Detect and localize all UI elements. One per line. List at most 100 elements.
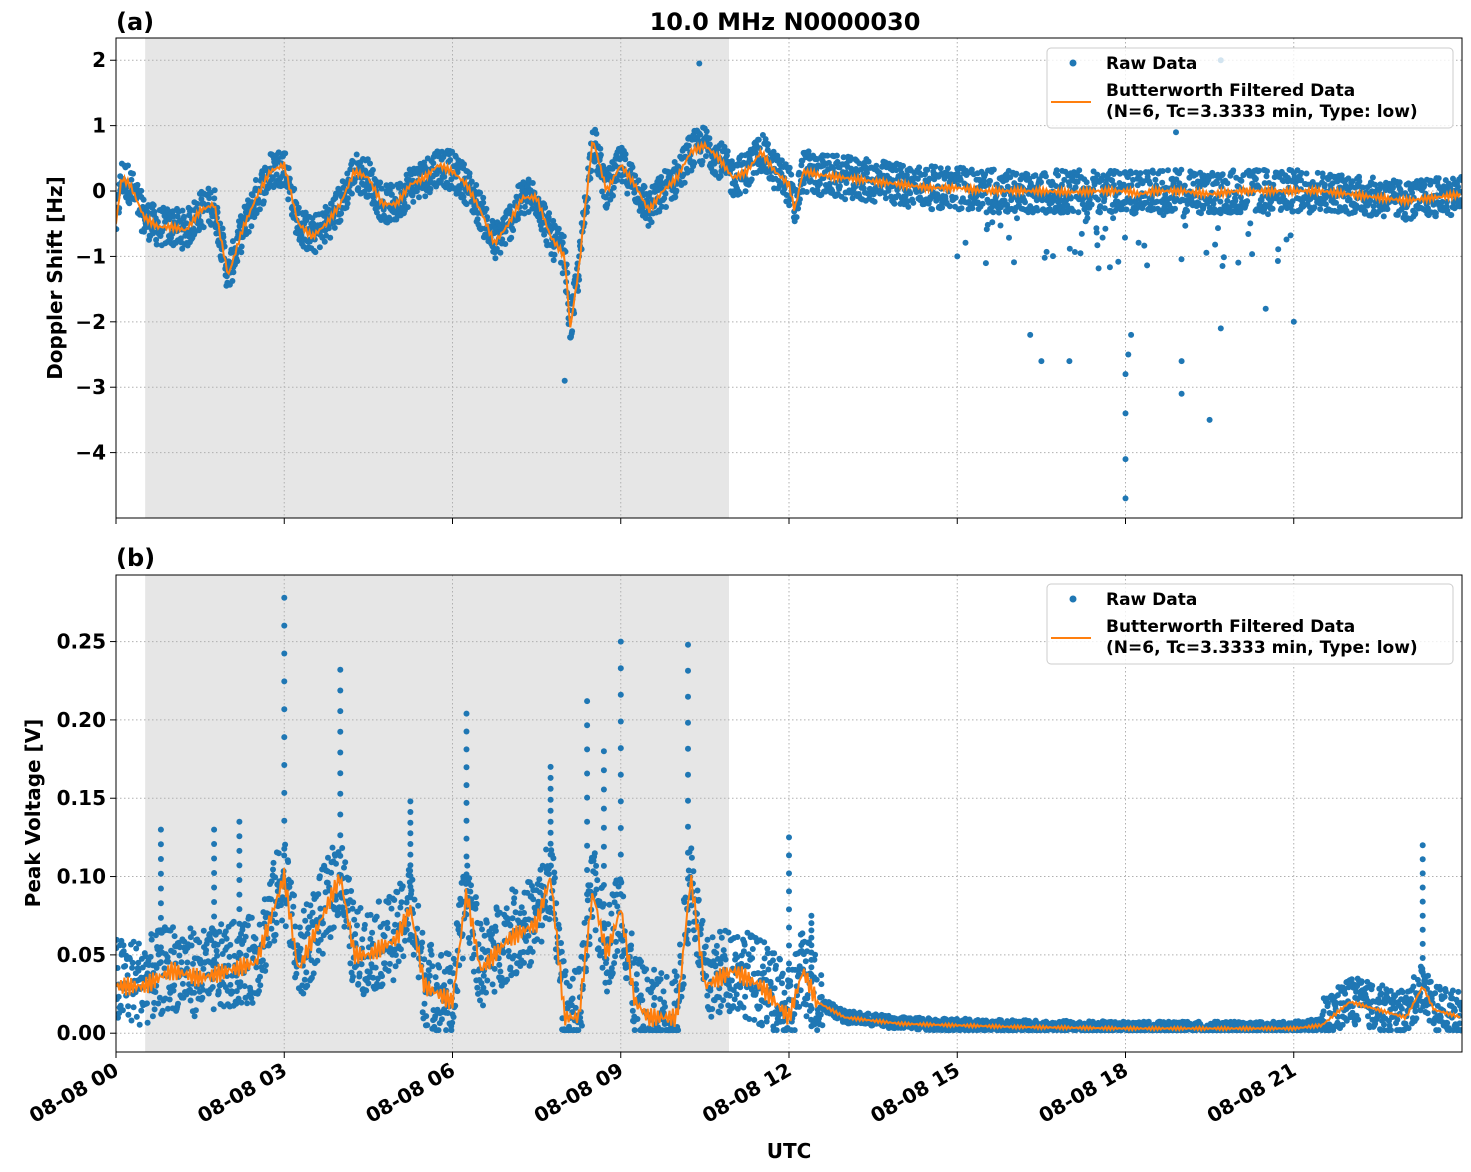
raw-data-point: [1212, 241, 1219, 248]
raw-data-point: [419, 929, 426, 936]
raw-data-point: [1289, 198, 1296, 205]
raw-data-point: [369, 929, 376, 936]
raw-data-point: [335, 911, 342, 917]
y-tick-label: 0.10: [57, 865, 106, 889]
raw-data-point: [708, 1013, 715, 1020]
raw-data-point: [216, 928, 223, 935]
raw-data-point: [317, 936, 324, 943]
raw-data-point: [256, 921, 263, 928]
raw-data-point: [1455, 183, 1462, 190]
raw-data-point: [268, 878, 275, 885]
raw-data-point: [314, 957, 321, 964]
raw-data-point: [1162, 191, 1169, 198]
raw-data-point: [907, 190, 914, 197]
raw-data-point: [763, 1014, 770, 1021]
raw-data-point: [388, 191, 395, 198]
raw-data-point: [325, 854, 331, 861]
raw-data-point: [279, 917, 286, 924]
y-tick-label: −1: [75, 244, 106, 268]
raw-data-point: [742, 188, 749, 195]
raw-data-point: [778, 157, 785, 164]
raw-data-point: [808, 1005, 815, 1012]
raw-data-point: [1061, 176, 1068, 183]
raw-data-point: [367, 160, 373, 167]
raw-data-point: [316, 873, 323, 880]
raw-data-point: [726, 992, 733, 999]
raw-data-point: [762, 136, 769, 143]
raw-data-point: [1333, 199, 1339, 206]
raw-data-point: [1359, 184, 1366, 191]
raw-data-point: [1362, 208, 1369, 215]
raw-data-point: [597, 151, 604, 158]
raw-data-point: [226, 953, 233, 960]
raw-data-point: [1076, 167, 1083, 174]
raw-data-point: [593, 886, 600, 893]
raw-data-point: [984, 221, 991, 228]
raw-data-point: [1106, 264, 1113, 271]
raw-data-point: [591, 158, 598, 165]
raw-data-point: [623, 975, 630, 982]
raw-data-point: [569, 975, 576, 982]
raw-data-point: [716, 994, 722, 1001]
raw-data-point: [1143, 199, 1150, 206]
raw-data-point: [327, 234, 334, 241]
raw-data-point: [321, 238, 328, 245]
raw-data-point: [818, 972, 825, 979]
raw-data-point: [697, 131, 704, 138]
raw-data-point: [575, 1027, 582, 1034]
raw-data-point: [1329, 180, 1336, 187]
raw-data-point: [285, 859, 292, 865]
raw-data-point: [233, 1000, 240, 1007]
raw-data-point: [734, 934, 741, 940]
raw-data-point: [1102, 225, 1109, 232]
raw-data-point: [927, 196, 934, 202]
raw-data-point: [401, 200, 408, 207]
raw-data-point: [788, 171, 795, 178]
raw-data-point: [508, 234, 515, 241]
raw-data-point: [480, 194, 487, 201]
raw-data-point: [1290, 208, 1297, 215]
raw-data-point: [416, 194, 422, 201]
raw-data-point: [536, 876, 543, 883]
raw-data-point: [237, 979, 244, 986]
raw-data-point: [771, 950, 778, 957]
raw-data-point: [614, 903, 621, 910]
raw-data-point: [624, 190, 631, 197]
raw-data-point: [1041, 254, 1048, 261]
raw-data-point: [468, 178, 475, 185]
raw-data-point: [543, 846, 550, 853]
raw-data-point: [982, 260, 989, 267]
raw-data-point: [996, 209, 1002, 216]
raw-data-point: [786, 164, 793, 171]
raw-data-point: [824, 152, 831, 159]
raw-data-point: [153, 241, 160, 248]
raw-data-point: [502, 921, 509, 928]
raw-data-point: [740, 1004, 747, 1011]
raw-data-point: [614, 948, 621, 954]
raw-data-point: [183, 220, 190, 227]
raw-data-point: [770, 957, 776, 964]
raw-data-point: [480, 199, 487, 206]
raw-data-point: [882, 195, 889, 202]
raw-data-point: [834, 158, 841, 165]
raw-data-point: [229, 238, 236, 245]
raw-data-point: [275, 850, 282, 857]
raw-data-point: [460, 194, 467, 200]
raw-data-point: [304, 982, 311, 989]
filtered-data-line: [116, 140, 1462, 328]
raw-data-point: [445, 951, 452, 958]
raw-data-point: [199, 994, 206, 1001]
raw-data-point: [466, 940, 473, 946]
raw-data-point: [592, 927, 599, 934]
raw-data-point: [1409, 189, 1416, 196]
raw-data-point: [474, 216, 481, 223]
raw-data-point: [210, 1006, 217, 1013]
raw-data-point: [694, 887, 701, 894]
raw-data-point: [1275, 246, 1282, 253]
raw-data-point: [397, 946, 404, 953]
raw-data-point: [657, 996, 664, 1002]
raw-data-point: [402, 937, 408, 944]
raw-data-point: [706, 141, 713, 148]
raw-data-point: [529, 180, 536, 186]
